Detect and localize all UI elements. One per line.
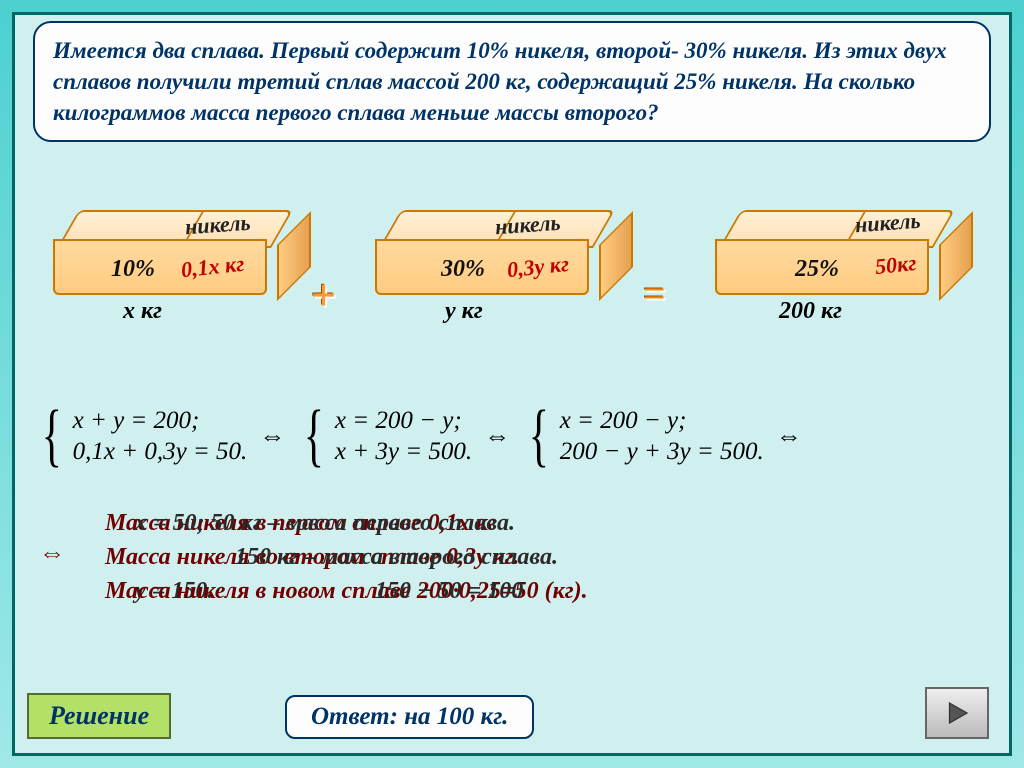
bar-third-nickel: никель (854, 208, 921, 239)
next-button[interactable] (925, 687, 989, 739)
equations-block: { x + y = 200; 0,1x + 0,3y = 50. ⇔ { x =… (35, 405, 989, 474)
bars-row: никель 10% 0,1х кг х кг никель 30% 0,3у … (15, 210, 1009, 410)
ov-1b: x = 50; 50 кг – масса первого сплава. (135, 505, 515, 541)
arrow-2: ⇔ (484, 421, 510, 451)
bar-third-red: 50кг (874, 250, 918, 280)
bar-first: никель 10% 0,1х кг х кг (53, 210, 293, 295)
bar-second-percent: 30% (441, 256, 485, 283)
eq-s3a: x = 200 − y; (560, 405, 764, 436)
eq-s1a: x + y = 200; (73, 405, 248, 436)
triangle-right-icon (942, 698, 972, 728)
answer-text: Ответ: на 100 кг. (311, 703, 508, 730)
problem-text-box: Имеется два сплава. Первый содержит 10% … (33, 21, 991, 142)
eq-s2b: x + 3y = 500. (335, 436, 472, 467)
bar-first-percent: 10% (111, 256, 155, 283)
bar-third: никель 25% 50кг 200 кг (715, 210, 955, 295)
bar-second: никель 30% 0,3у кг у кг (375, 210, 615, 295)
arrow-1: ⇔ (259, 421, 285, 451)
solution-label: Решение (49, 701, 149, 730)
bar-third-mass: 200 кг (779, 298, 842, 325)
problem-text: Имеется два сплава. Первый содержит 10% … (53, 38, 947, 125)
plus-icon: + (311, 270, 336, 321)
system-3: { x = 200 − y; 200 − y + 3y = 500. (522, 405, 764, 468)
bar-third-percent: 25% (795, 256, 839, 283)
solution-button[interactable]: Решение (27, 693, 171, 739)
bar-second-nickel: никель (494, 210, 561, 241)
arrow-4: ⇔ (39, 533, 65, 572)
bar-second-mass: у кг (445, 298, 483, 325)
bar-first-mass: х кг (123, 298, 162, 325)
bar-first-nickel: никель (184, 210, 251, 241)
eq-s1b: 0,1x + 0,3y = 50. (73, 436, 248, 467)
slide-frame: Имеется два сплава. Первый содержит 10% … (12, 12, 1012, 756)
equals-icon: = (643, 270, 664, 317)
system-1: { x + y = 200; 0,1x + 0,3y = 50. (35, 405, 247, 468)
system-2: { x = 200 − y; x + 3y = 500. (297, 405, 472, 468)
ov-3c: 150 − 50 = 100 (375, 573, 523, 609)
arrow-3: ⇔ (776, 421, 802, 451)
ov-2b: 150 кг – масса второго сплава. (235, 539, 558, 575)
answer-box: Ответ: на 100 кг. (285, 695, 534, 739)
eq-s2a: x = 200 − y; (335, 405, 472, 436)
eq-s3b: 200 − y + 3y = 500. (560, 436, 764, 467)
